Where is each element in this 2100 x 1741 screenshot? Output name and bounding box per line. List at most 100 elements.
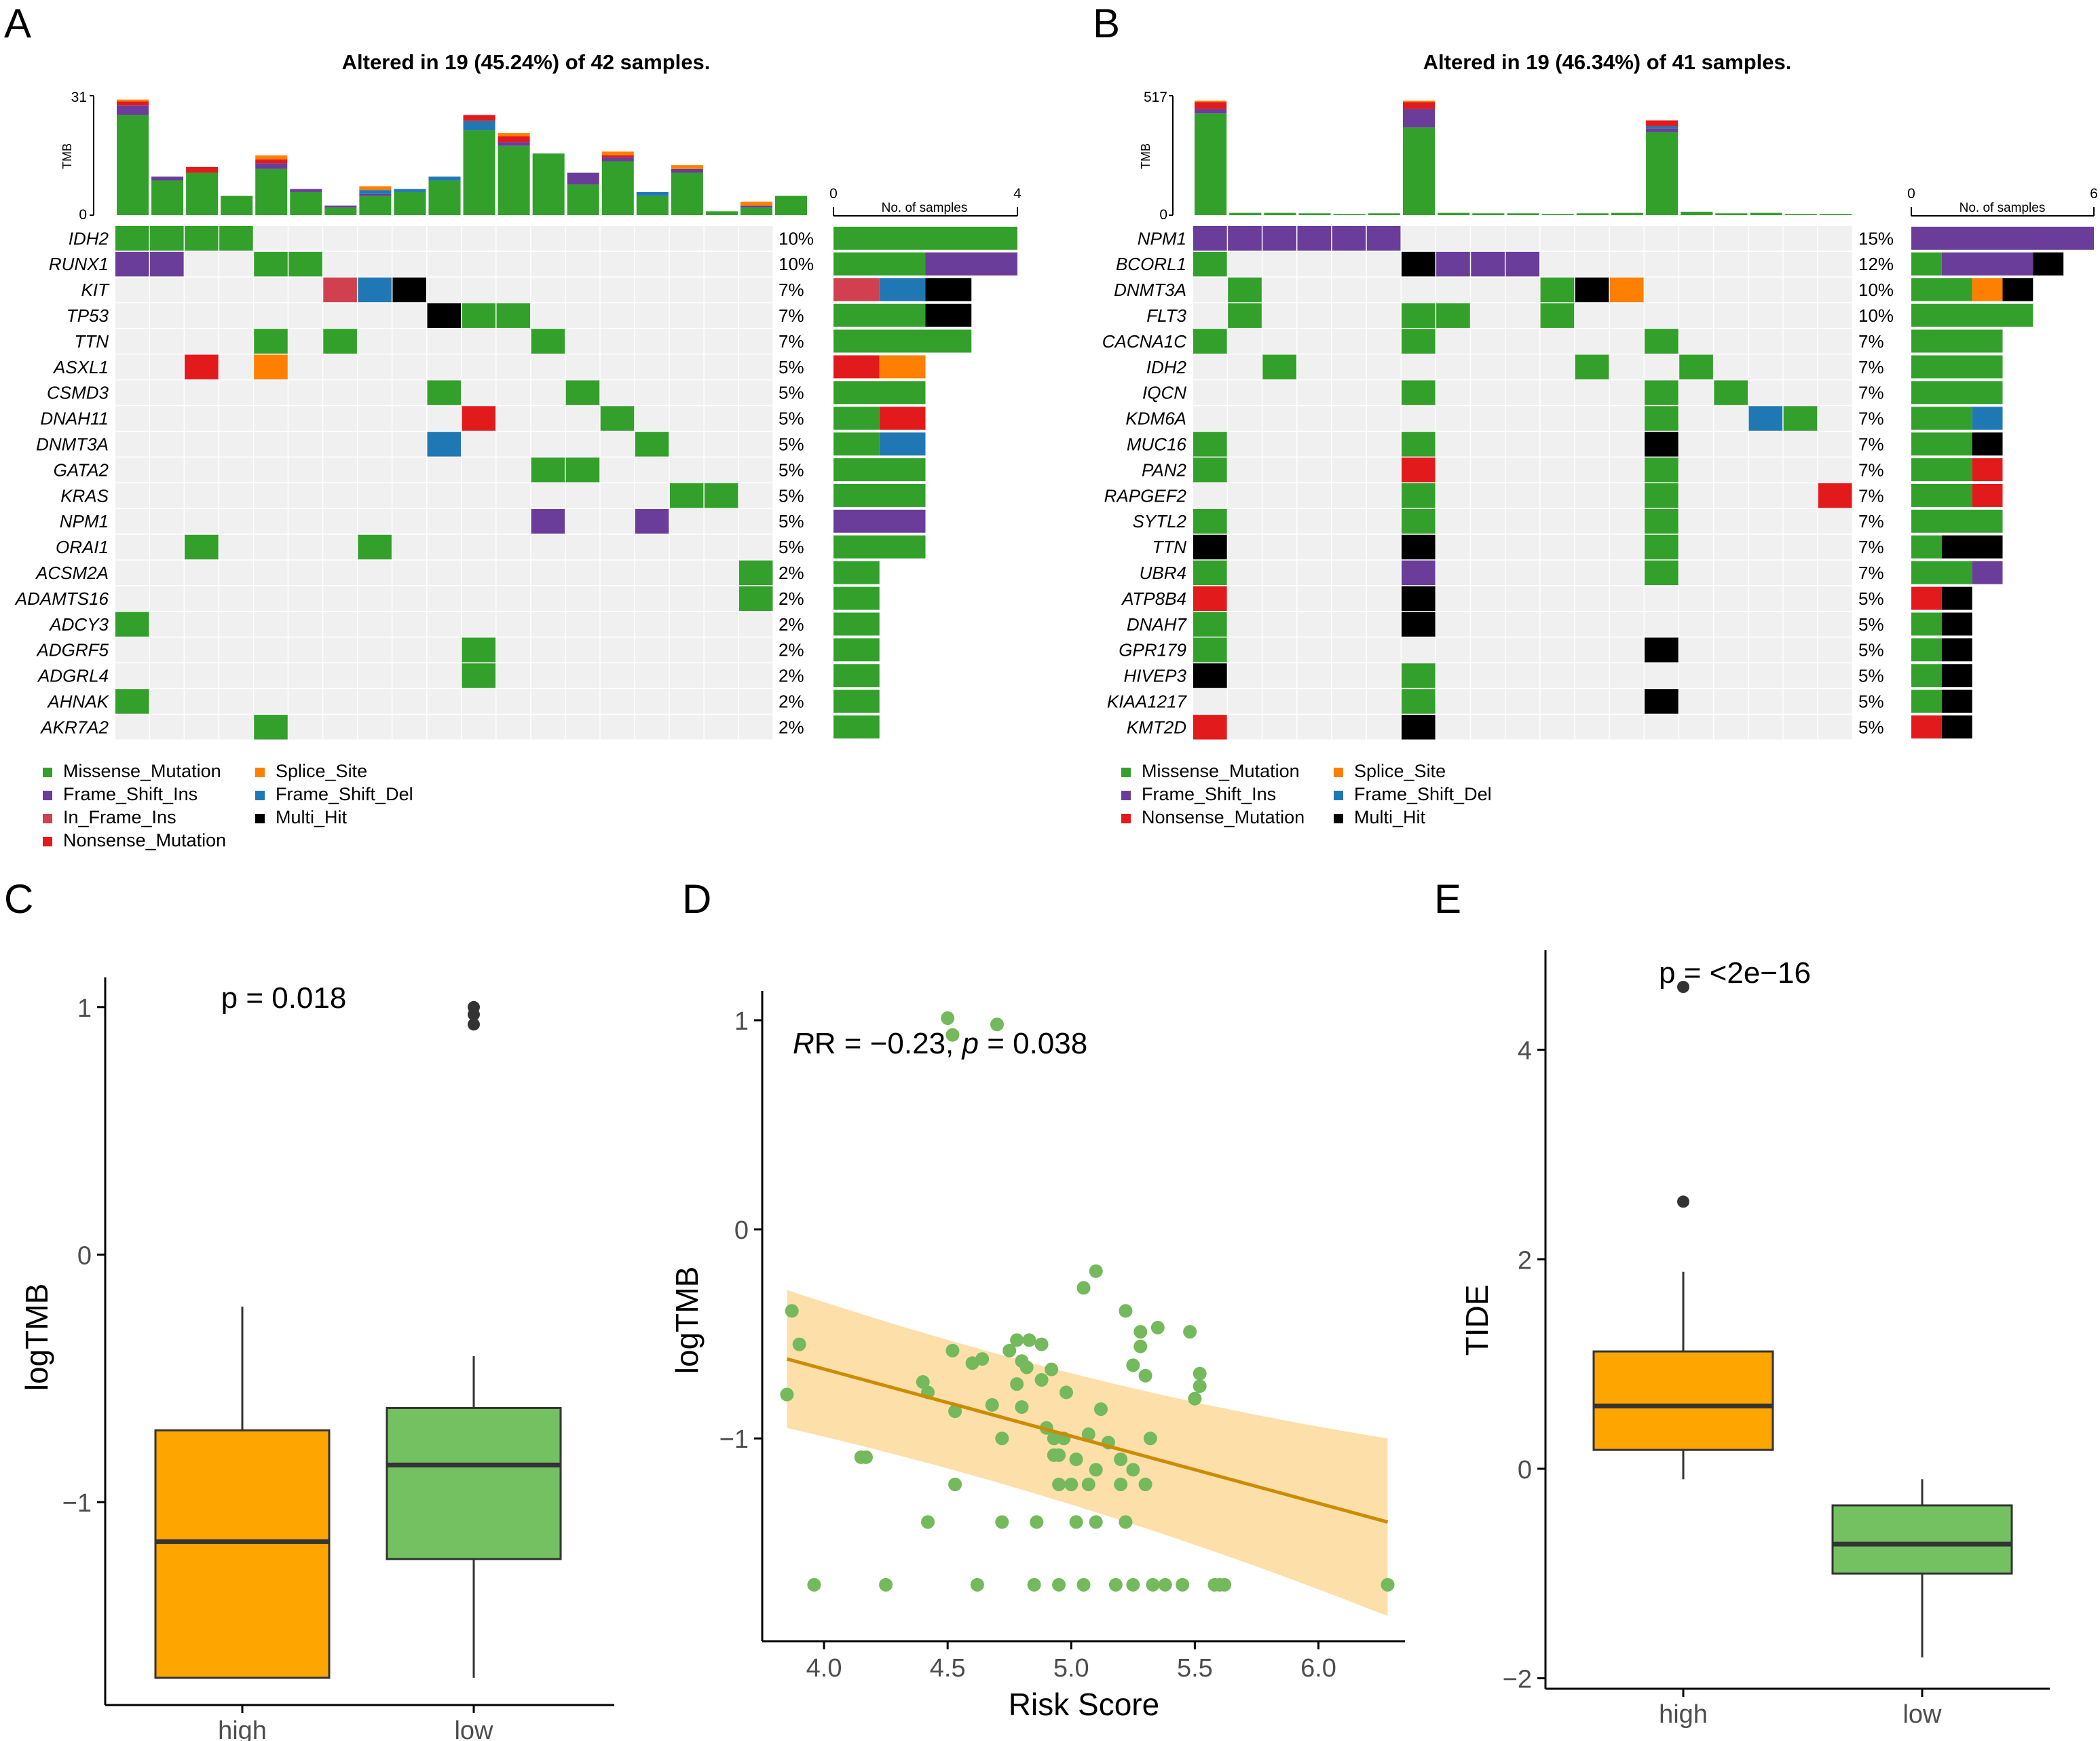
- sample-count-bar: [879, 407, 926, 430]
- grid-cell-empty: [1228, 380, 1262, 405]
- gene-label: HIVEP3: [1124, 666, 1187, 686]
- sample-count-bar: [1941, 252, 2033, 276]
- tmb-bar-segment: [324, 207, 357, 215]
- tmb-bar-segment: [428, 176, 461, 181]
- sample-count-bar: [1941, 586, 1972, 610]
- grid-cell-empty: [427, 508, 462, 534]
- gene-label: DNMT3A: [36, 434, 109, 454]
- grid-cell-empty: [531, 612, 565, 637]
- sample-count-bar: [1941, 535, 2003, 559]
- grid-cell-mutation: [1193, 637, 1227, 662]
- sample-count-bar: [1972, 278, 2003, 301]
- grid-cell-empty: [1609, 715, 1644, 740]
- grid-cell-mutation: [1436, 251, 1470, 277]
- boxplot-c: p = 0.018 logTMB −1 0 1 high low: [19, 977, 614, 1741]
- grid-cell-empty: [288, 534, 322, 560]
- grid-cell-empty: [1679, 483, 1713, 508]
- grid-cell-empty: [1228, 612, 1262, 637]
- grid-cell-empty: [600, 534, 635, 560]
- gene-percent: 5%: [779, 537, 804, 557]
- grid-cell-mutation: [1645, 534, 1679, 560]
- grid-cell-empty: [496, 354, 531, 379]
- sample-count-bar: [833, 355, 880, 379]
- panel-label-e: E: [1434, 876, 1461, 922]
- scatter-point: [1034, 1372, 1049, 1387]
- sample-count-bar: [1911, 484, 1972, 507]
- grid-cell-empty: [1505, 689, 1540, 714]
- grid-cell-empty: [531, 637, 565, 662]
- grid-cell-empty: [1609, 534, 1644, 560]
- grid-cell-empty: [1297, 560, 1332, 586]
- grid-cell-empty: [219, 303, 253, 329]
- tmb-bar-segment: [359, 193, 392, 196]
- grid-cell-empty: [738, 406, 773, 431]
- grid-cell-mutation: [1401, 483, 1436, 508]
- grid-cell-empty: [704, 329, 738, 354]
- grid-cell-empty: [1679, 637, 1713, 662]
- grid-cell-empty: [531, 715, 565, 740]
- gene-percent: 5%: [779, 409, 804, 429]
- sample-count-bar: [1911, 303, 2033, 327]
- scatter-d: logTMB Risk Score −1 0 1 4.0 4.5 5.0 5.5 6.0 RR…: [669, 991, 1405, 1722]
- grid-cell-empty: [1436, 560, 1470, 586]
- grid-cell-empty: [358, 715, 392, 740]
- grid-cell-empty: [1505, 560, 1540, 586]
- grid-cell-empty: [392, 612, 426, 637]
- grid-cell-mutation: [254, 715, 288, 740]
- gene-label: GATA2: [54, 460, 109, 480]
- grid-cell-empty: [1505, 226, 1540, 251]
- grid-cell-empty: [1818, 432, 1852, 457]
- grid-cell-empty: [531, 534, 565, 560]
- tmb-bar-segment: [1819, 214, 1852, 215]
- scatter-point: [945, 1028, 960, 1042]
- grid-cell-empty: [1505, 457, 1540, 483]
- grid-cell-mutation: [496, 303, 531, 329]
- grid-cell-empty: [392, 508, 426, 534]
- grid-cell-empty: [600, 560, 635, 586]
- grid-cell-empty: [462, 432, 496, 457]
- grid-cell-empty: [288, 508, 322, 534]
- oncoplot-b-tmb-max: 517: [1144, 90, 1167, 105]
- grid-cell-empty: [150, 354, 184, 379]
- grid-cell-empty: [565, 534, 600, 560]
- grid-cell-mutation: [1471, 251, 1505, 277]
- gene-percent: 7%: [1858, 434, 1884, 454]
- tmb-bar-segment: [1195, 109, 1227, 114]
- grid-cell-empty: [669, 560, 704, 586]
- grid-cell-empty: [1436, 508, 1470, 534]
- x-tick-label: high: [218, 1717, 267, 1741]
- gene-percent: 5%: [1858, 640, 1884, 660]
- grid-cell-empty: [1366, 663, 1401, 688]
- grid-cell-empty: [704, 354, 738, 379]
- grid-cell-empty: [704, 406, 738, 431]
- tmb-bar-segment: [117, 105, 149, 115]
- grid-cell-empty: [565, 637, 600, 662]
- grid-cell-empty: [219, 432, 253, 457]
- legend-swatch: [1121, 791, 1131, 800]
- grid-cell-empty: [219, 715, 253, 740]
- grid-cell-empty: [288, 406, 322, 431]
- grid-cell-empty: [531, 663, 565, 688]
- grid-cell-empty: [1540, 329, 1575, 354]
- scatter-point: [807, 1577, 821, 1592]
- gene-label: KIT: [81, 280, 111, 300]
- grid-cell-empty: [288, 226, 322, 251]
- grid-cell-empty: [1540, 457, 1575, 483]
- grid-cell-empty: [635, 251, 669, 277]
- grid-cell-empty: [1540, 226, 1575, 251]
- grid-cell-empty: [1228, 689, 1262, 714]
- grid-cell-mutation: [1609, 277, 1644, 303]
- grid-cell-empty: [219, 508, 253, 534]
- gene-label: ADAMTS16: [14, 588, 109, 609]
- scatter-point: [990, 1017, 1005, 1032]
- grid-cell-empty: [185, 380, 219, 405]
- grid-cell-mutation: [1783, 406, 1818, 431]
- tmb-bar-segment: [1646, 126, 1679, 129]
- boxplot-c-ylabel: logTMB: [19, 1284, 54, 1391]
- legend-swatch: [43, 768, 52, 777]
- grid-cell-empty: [288, 586, 322, 611]
- tmb-bar-segment: [290, 189, 322, 192]
- grid-cell-empty: [1471, 226, 1505, 251]
- grid-cell-empty: [115, 534, 149, 560]
- grid-cell-empty: [704, 689, 738, 714]
